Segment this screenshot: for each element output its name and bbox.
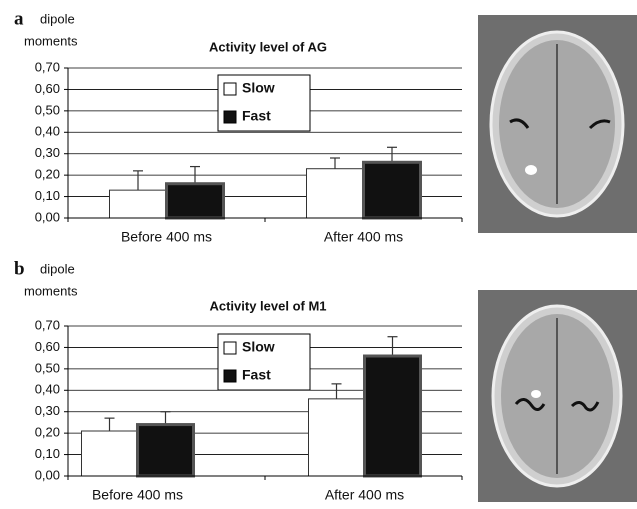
bar [365,356,421,476]
y-axis-label: moments [24,283,78,298]
y-tick-label: 0,60 [35,81,60,96]
brain-image-a [478,15,637,233]
y-axis-label: dipole [40,11,75,26]
bar [82,431,138,476]
bar [309,399,365,476]
panel-letter: a [14,8,24,29]
y-tick-label: 0,40 [35,382,60,397]
x-tick-label: Before 400 ms [121,229,212,245]
y-tick-label: 0,50 [35,360,60,375]
figure: a dipole moments Activity level of AG 0,00 0,… [0,0,637,504]
y-tick-label: 0,20 [35,425,60,440]
bar [167,184,224,218]
legend-label: Slow [242,80,275,96]
chart-title: Activity level of M1 [209,298,326,313]
y-axis-label: dipole [40,261,75,276]
y-tick-label: 0,70 [35,59,60,74]
brain-image-b [478,290,637,502]
y-tick-label: 0,10 [35,446,60,461]
legend-swatch [224,111,236,123]
y-tick-label: 0,40 [35,124,60,139]
legend-label: Fast [242,367,271,383]
y-tick-label: 0,70 [35,317,60,332]
y-tick-label: 0,30 [35,145,60,160]
y-tick-label: 0,10 [35,188,60,203]
legend-swatch [224,83,236,95]
legend-swatch [224,342,236,354]
x-tick-label: Before 400 ms [92,487,183,503]
bar [307,169,364,218]
legend-swatch [224,370,236,382]
y-tick-label: 0,30 [35,403,60,418]
panel-letter: b [14,258,25,279]
legend-label: Fast [242,108,271,124]
legend-label: Slow [242,339,275,355]
bar [364,162,421,218]
y-tick-label: 0,20 [35,167,60,182]
x-tick-label: After 400 ms [325,487,404,503]
x-tick-label: After 400 ms [324,229,403,245]
y-tick-label: 0,50 [35,102,60,117]
y-axis-label: moments [24,33,78,48]
y-tick-label: 0,00 [35,209,60,224]
y-tick-label: 0,60 [35,339,60,354]
bar [138,425,194,476]
page: {"chart_data": [ {"type": "bar", "panel"… [0,0,637,509]
chart-title: Activity level of AG [209,39,327,54]
y-tick-label: 0,00 [35,467,60,482]
bar [110,190,167,218]
